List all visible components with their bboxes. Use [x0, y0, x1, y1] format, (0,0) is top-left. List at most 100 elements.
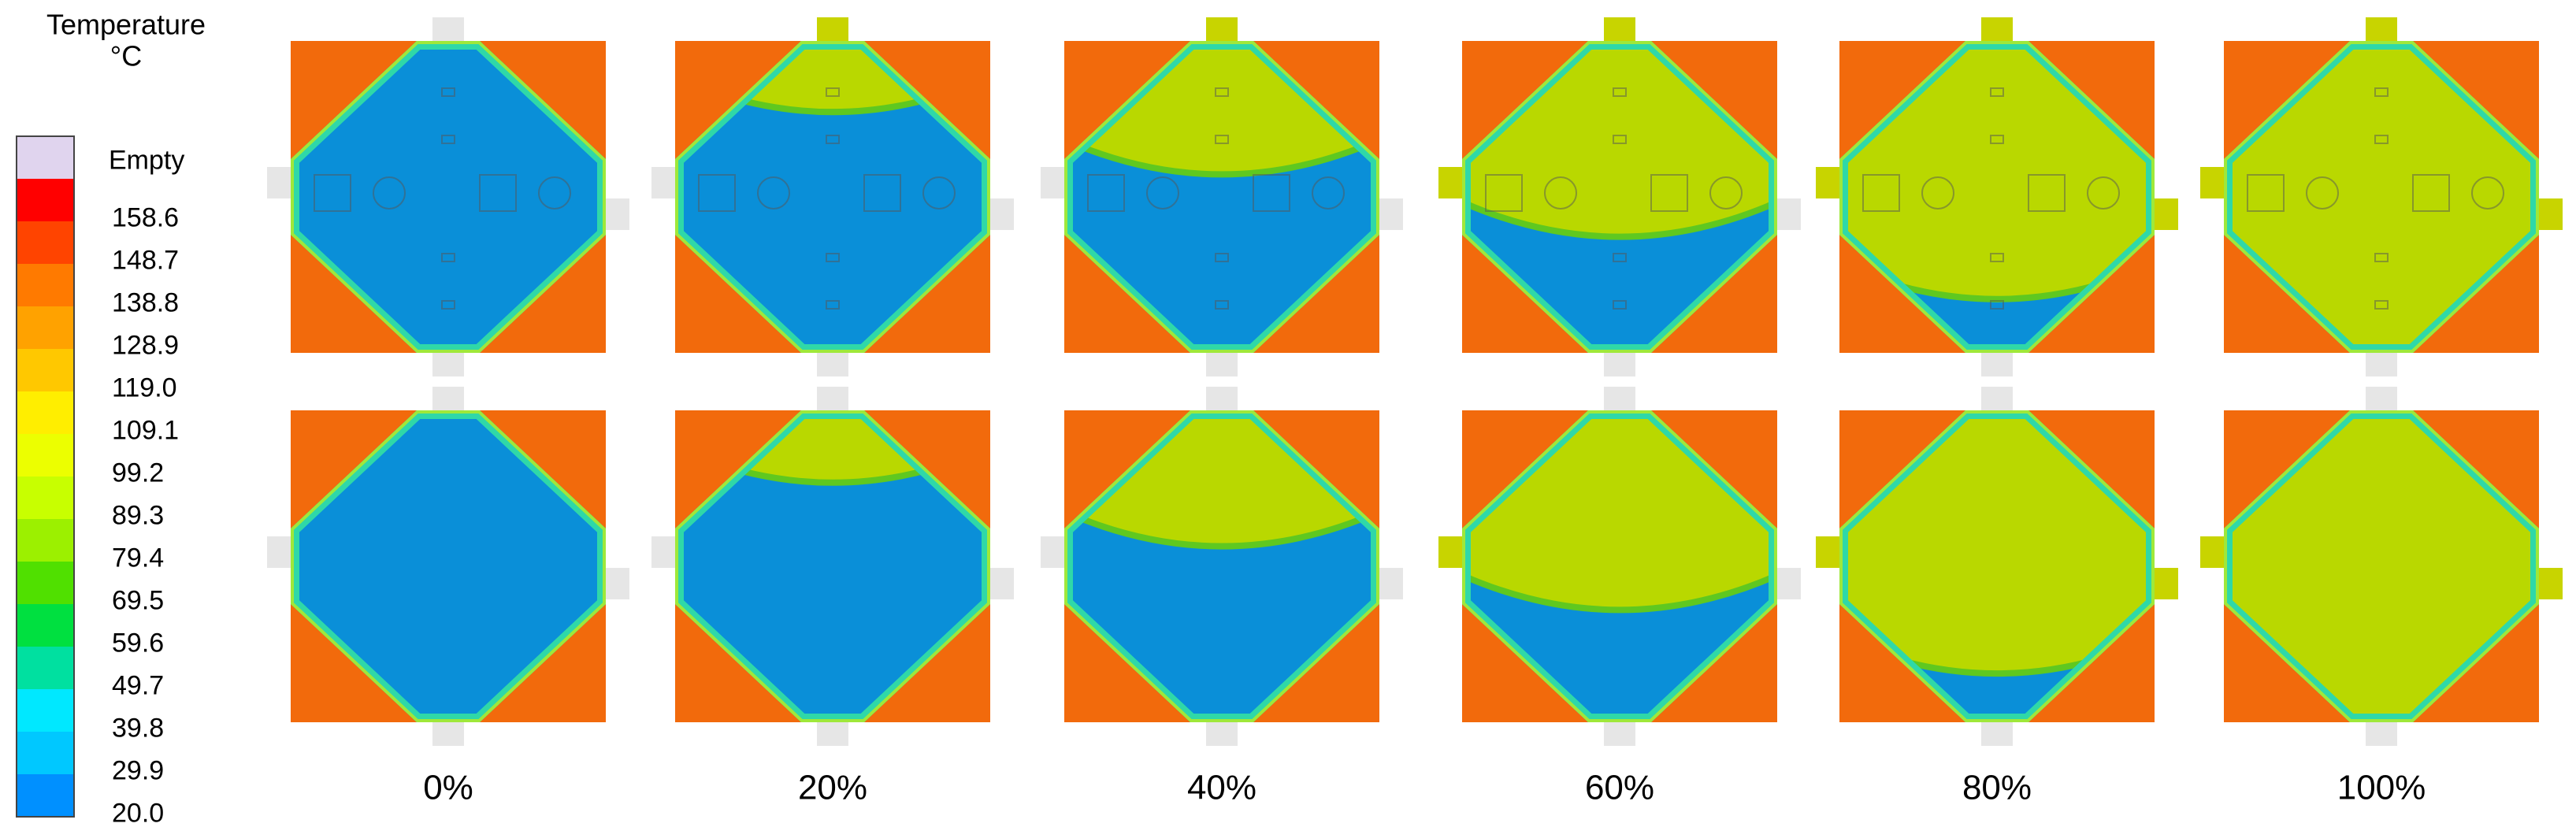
simulation-panel — [651, 17, 1014, 376]
gate — [817, 350, 848, 376]
cavity-edge — [2224, 41, 2539, 353]
gate — [1604, 719, 1635, 746]
rib — [1215, 135, 1229, 144]
panel-label: 80% — [1962, 769, 2032, 807]
melt-region — [1839, 410, 2155, 674]
gate — [817, 387, 848, 414]
gate — [1981, 387, 2013, 414]
gate — [1206, 387, 1238, 414]
simulation-panel — [1438, 17, 1801, 376]
rib — [441, 87, 455, 97]
gate — [1376, 198, 1403, 230]
insert — [2087, 176, 2120, 210]
legend-value: 89.3 — [112, 500, 164, 530]
insert — [2412, 174, 2450, 212]
legend-swatch — [17, 604, 74, 647]
simulation-panel — [1816, 387, 2178, 746]
panel-label: 100% — [2337, 769, 2426, 807]
legend-value: 20.0 — [112, 798, 164, 827]
gate — [1604, 17, 1635, 44]
cavity-edge — [291, 410, 606, 722]
legend-frame — [16, 135, 75, 818]
gate — [987, 198, 1014, 230]
insert — [1485, 174, 1523, 212]
rib — [441, 135, 455, 144]
legend-value: 158.6 — [112, 202, 179, 232]
gate — [432, 719, 464, 746]
gate — [2366, 719, 2397, 746]
gate — [603, 198, 629, 230]
legend-value: 69.5 — [112, 585, 164, 615]
melt-region — [1839, 41, 2155, 299]
legend-swatch — [17, 647, 74, 689]
gate — [432, 387, 464, 414]
gate — [1438, 167, 1465, 198]
panel-label: 40% — [1187, 769, 1256, 807]
legend-value: 119.0 — [112, 373, 177, 402]
gate — [1206, 719, 1238, 746]
gate — [2536, 198, 2563, 230]
legend-swatch — [17, 689, 74, 732]
insert — [2471, 176, 2504, 210]
legend-value: 109.1 — [112, 415, 179, 445]
insert — [1862, 174, 1900, 212]
cavity-edge — [1462, 410, 1777, 722]
gate — [2200, 536, 2227, 568]
insert — [373, 176, 406, 210]
insert — [698, 174, 736, 212]
insert — [863, 174, 901, 212]
legend-swatch — [17, 477, 74, 519]
rib — [1990, 253, 2004, 262]
legend-value: 39.8 — [112, 713, 164, 743]
legend-swatch — [17, 774, 74, 817]
melt-front — [1064, 508, 1379, 550]
legend-swatch — [17, 519, 74, 562]
rib — [1215, 300, 1229, 310]
simulation-panel — [267, 17, 629, 376]
gate — [1816, 536, 1843, 568]
rib — [826, 253, 840, 262]
gate — [2366, 350, 2397, 376]
gate — [1816, 167, 1843, 198]
insert — [757, 176, 790, 210]
legend-swatch — [17, 136, 74, 179]
gate — [987, 568, 1014, 599]
simulation-panel — [267, 387, 629, 746]
gate — [1981, 350, 2013, 376]
legend-value: 148.7 — [112, 245, 179, 275]
gate — [1438, 536, 1465, 568]
gate — [817, 17, 848, 44]
legend-value: 49.7 — [112, 670, 164, 700]
simulation-panel — [1438, 387, 1801, 746]
rib — [2374, 135, 2389, 144]
rib — [2374, 300, 2389, 310]
simulation-panel — [1816, 17, 2178, 376]
rib — [1215, 87, 1229, 97]
rib — [1990, 87, 2004, 97]
insert — [1709, 176, 1743, 210]
legend-value: 128.9 — [112, 330, 179, 360]
gate — [1041, 536, 1067, 568]
legend-swatch — [17, 562, 74, 604]
gate — [1774, 198, 1801, 230]
melt-region — [2224, 410, 2539, 722]
rib — [2374, 253, 2389, 262]
legend-value: 29.9 — [112, 755, 164, 785]
gate — [1604, 387, 1635, 414]
legend-unit: °C — [110, 40, 142, 72]
panel-label: 20% — [798, 769, 867, 807]
cavity-edge — [1839, 41, 2155, 353]
cavity-edge — [1462, 41, 1777, 353]
melt-region — [2224, 41, 2539, 353]
insert — [538, 176, 571, 210]
simulation-panel — [2200, 387, 2563, 746]
cavity-edge — [1839, 410, 2155, 722]
gate — [2366, 387, 2397, 414]
legend-empty: Empty — [109, 145, 184, 175]
gate — [1774, 568, 1801, 599]
gate — [2151, 568, 2178, 599]
rib — [826, 87, 840, 97]
gate — [2366, 17, 2397, 44]
melt-front — [1462, 198, 1777, 240]
